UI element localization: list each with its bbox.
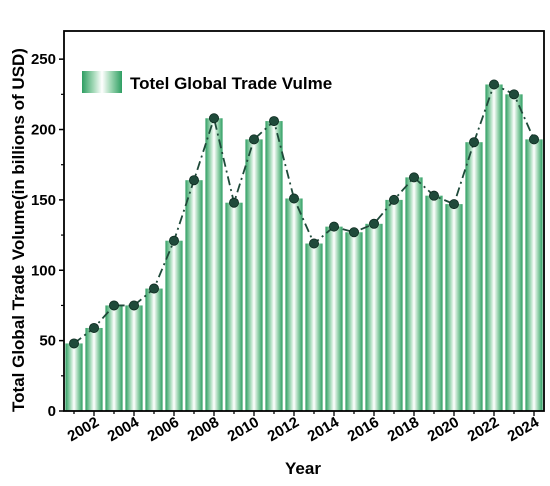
bar-2001 xyxy=(65,343,83,411)
marker-2014 xyxy=(328,221,339,232)
x-tick-label-2024: 2024 xyxy=(505,413,543,445)
x-tick-label-2022: 2022 xyxy=(465,414,502,445)
marker-2003 xyxy=(109,300,120,311)
bar-2002 xyxy=(85,327,103,411)
x-tick-label-2016: 2016 xyxy=(345,414,382,445)
x-tick-label-2004: 2004 xyxy=(105,413,143,445)
bar-2023 xyxy=(505,94,523,411)
bar-2013 xyxy=(305,243,323,411)
bar-2004 xyxy=(125,305,143,411)
bar-2022 xyxy=(485,84,503,411)
marker-2009 xyxy=(228,197,239,208)
y-tick-label-0: 0 xyxy=(48,403,56,420)
x-tick-label-2012: 2012 xyxy=(265,414,302,445)
marker-2016 xyxy=(368,218,379,229)
x-tick-label-2010: 2010 xyxy=(225,414,262,445)
bar-2014 xyxy=(325,226,343,411)
y-tick-label-250: 250 xyxy=(31,51,56,68)
bar-2006 xyxy=(165,240,183,411)
bars-layer xyxy=(65,84,543,411)
bar-2011 xyxy=(265,121,283,411)
x-tick-label-2006: 2006 xyxy=(145,414,182,445)
y-axis-title: Total Global Trade Volume(in billions of… xyxy=(9,48,28,412)
y-tick-label-100: 100 xyxy=(31,262,56,279)
bar-2008 xyxy=(205,118,223,411)
bar-2009 xyxy=(225,202,243,411)
bar-2020 xyxy=(445,204,463,411)
x-tick-label-2014: 2014 xyxy=(305,413,343,445)
bar-2018 xyxy=(405,177,423,411)
bar-2021 xyxy=(465,142,483,411)
marker-2001 xyxy=(69,338,80,349)
marker-2006 xyxy=(168,235,179,246)
marker-2023 xyxy=(508,89,519,100)
marker-2021 xyxy=(468,137,479,148)
legend: Totel Global Trade Vulme xyxy=(82,71,332,93)
legend-label: Totel Global Trade Vulme xyxy=(130,74,332,93)
y-tick-label-200: 200 xyxy=(31,122,56,139)
legend-swatch xyxy=(82,71,122,93)
x-axis-title: Year xyxy=(285,459,321,478)
bar-2017 xyxy=(385,199,403,411)
bar-2010 xyxy=(245,139,263,411)
bar-2003 xyxy=(105,305,123,411)
bar-2012 xyxy=(285,198,303,411)
marker-2013 xyxy=(308,238,319,249)
x-tick-label-2002: 2002 xyxy=(65,414,102,445)
marker-2007 xyxy=(188,175,199,186)
bar-2007 xyxy=(185,180,203,411)
marker-2018 xyxy=(408,172,419,183)
marker-2004 xyxy=(128,300,139,311)
marker-2022 xyxy=(488,79,499,90)
marker-2020 xyxy=(448,199,459,210)
marker-2024 xyxy=(529,134,540,145)
marker-2008 xyxy=(208,113,219,124)
marker-2010 xyxy=(248,134,259,145)
bar-2024 xyxy=(525,139,543,411)
marker-2019 xyxy=(428,190,439,201)
trend-line-layer xyxy=(69,79,540,349)
marker-2002 xyxy=(89,322,100,333)
x-tick-label-2008: 2008 xyxy=(185,414,222,445)
plot-frame xyxy=(63,30,545,412)
bar-2019 xyxy=(425,195,443,411)
marker-2012 xyxy=(288,193,299,204)
marker-2015 xyxy=(348,227,359,238)
bar-2015 xyxy=(345,232,363,411)
marker-2011 xyxy=(268,116,279,127)
y-tick-label-50: 50 xyxy=(39,333,56,350)
bar-2016 xyxy=(365,223,383,411)
marker-2005 xyxy=(148,283,159,294)
bar-2005 xyxy=(145,288,163,411)
marker-2017 xyxy=(388,194,399,205)
x-tick-label-2020: 2020 xyxy=(425,414,462,445)
y-tick-label-150: 150 xyxy=(31,192,56,209)
trend-line xyxy=(73,83,535,345)
x-tick-label-2018: 2018 xyxy=(385,414,422,445)
